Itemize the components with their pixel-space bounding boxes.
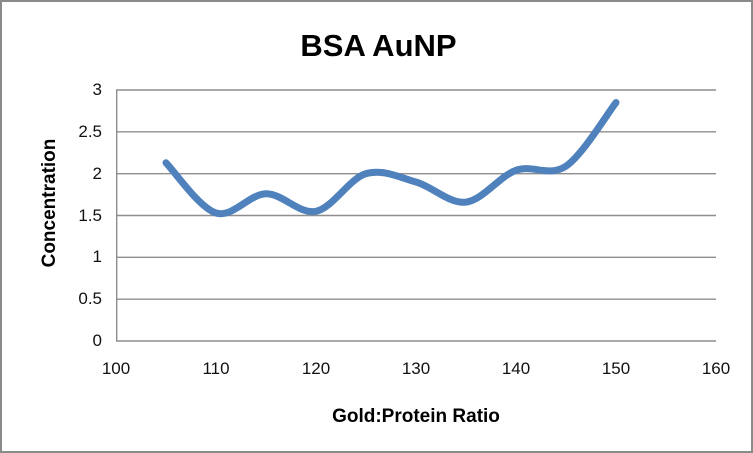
y-tick-label: 0 — [92, 331, 102, 350]
y-tick-label: 1.5 — [78, 205, 102, 225]
x-tick-label: 120 — [301, 359, 331, 378]
x-tick-label: 100 — [101, 359, 131, 378]
x-tick-label: 140 — [501, 359, 531, 378]
y-tick-label: 0.5 — [78, 289, 102, 309]
series-line — [162, 99, 620, 218]
x-tick-label: 110 — [202, 359, 230, 378]
x-tick-label: 130 — [401, 359, 431, 378]
plot-area — [115, 89, 716, 342]
y-tick-label: 3 — [92, 80, 102, 99]
y-tick-label: 1 — [92, 247, 102, 267]
x-tick-label: 150 — [601, 359, 631, 378]
y-tick-label: 2.5 — [78, 121, 102, 141]
x-axis-title: Gold:Protein Ratio — [332, 406, 500, 427]
chart-title: BSA AuNP — [300, 28, 457, 63]
x-tick-label: 160 — [701, 359, 731, 378]
y-tick-label: 2 — [92, 163, 102, 183]
